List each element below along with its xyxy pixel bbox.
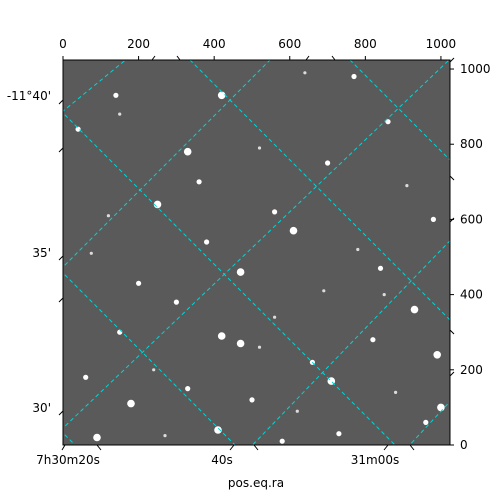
ra-label-1: 7h30m20s xyxy=(36,453,100,467)
top-pixel-axis: 0 200 400 600 800 1000 xyxy=(59,37,456,60)
right-tick-label: 600 xyxy=(460,212,483,226)
star-point xyxy=(136,280,142,286)
star-point xyxy=(83,374,89,380)
star-point xyxy=(279,438,285,444)
star-point xyxy=(370,337,376,343)
star-point xyxy=(257,146,262,150)
star-point xyxy=(410,305,419,314)
grid-line xyxy=(63,60,450,429)
dec-label-3: 30' xyxy=(32,401,51,415)
star-point xyxy=(289,226,298,235)
star-point xyxy=(273,315,277,319)
right-tick-label: 200 xyxy=(460,363,483,377)
star-point xyxy=(185,386,191,392)
right-tick-label: 0 xyxy=(460,438,468,452)
top-tick-label: 200 xyxy=(127,37,150,51)
star-point xyxy=(217,91,226,100)
star-point xyxy=(377,265,384,271)
star-point xyxy=(356,247,360,252)
right-tick-label: 400 xyxy=(460,288,483,302)
grid-line xyxy=(63,60,127,112)
star-point xyxy=(405,184,409,188)
image-plot-area xyxy=(63,60,450,445)
top-tick-label: 0 xyxy=(59,37,67,51)
star-point xyxy=(430,216,436,222)
top-tick-label: 400 xyxy=(203,37,226,51)
star-point xyxy=(295,409,299,413)
ra-label-3: 31m00s xyxy=(351,453,399,467)
star-point xyxy=(382,293,386,297)
star-point xyxy=(257,345,262,349)
ra-label-2: 40s xyxy=(211,453,233,467)
plot-frame xyxy=(62,59,451,446)
right-tick-label: 1000 xyxy=(460,62,491,76)
star-point xyxy=(423,419,429,425)
sky-image-background xyxy=(63,60,450,445)
star-point xyxy=(217,332,226,340)
top-tick-label: 1000 xyxy=(426,37,457,51)
star-point xyxy=(173,299,179,305)
dec-label-2: 35' xyxy=(32,246,51,260)
right-tick-label: 800 xyxy=(460,137,483,151)
star-point xyxy=(204,239,210,245)
star-point xyxy=(394,390,398,394)
grid-line xyxy=(189,60,450,321)
star-point xyxy=(89,251,93,255)
star-point xyxy=(433,351,442,359)
grid-line xyxy=(63,112,396,445)
star-point xyxy=(75,126,81,132)
wcs-grid xyxy=(63,60,450,445)
star-point xyxy=(113,92,119,98)
star-point xyxy=(152,368,156,372)
star-field xyxy=(75,71,445,444)
star-point xyxy=(336,431,342,437)
grid-line xyxy=(63,272,236,445)
x-axis-label: pos.eq.ra xyxy=(228,476,284,490)
star-point xyxy=(118,112,122,116)
top-tick-label: 800 xyxy=(354,37,377,51)
grid-line xyxy=(349,60,450,161)
star-point xyxy=(437,403,445,412)
star-point xyxy=(236,268,245,276)
star-point xyxy=(127,399,135,408)
star-point xyxy=(351,73,357,80)
right-pixel-axis: 0 200 400 600 800 1000 xyxy=(450,62,491,452)
star-point xyxy=(303,71,307,75)
grid-line xyxy=(63,60,271,268)
world-ticks xyxy=(58,55,455,451)
star-point xyxy=(106,214,110,218)
star-point xyxy=(325,160,331,166)
star-point xyxy=(196,179,202,185)
star-point xyxy=(249,397,255,403)
star-point xyxy=(163,434,167,438)
star-point xyxy=(272,209,278,215)
star-point xyxy=(385,119,391,125)
star-point xyxy=(236,339,245,348)
top-tick-label: 600 xyxy=(278,37,301,51)
dec-label-1: -11°40' xyxy=(7,89,51,103)
star-point xyxy=(214,426,222,434)
star-point xyxy=(93,433,101,442)
star-point xyxy=(322,289,326,293)
star-point xyxy=(183,147,192,156)
